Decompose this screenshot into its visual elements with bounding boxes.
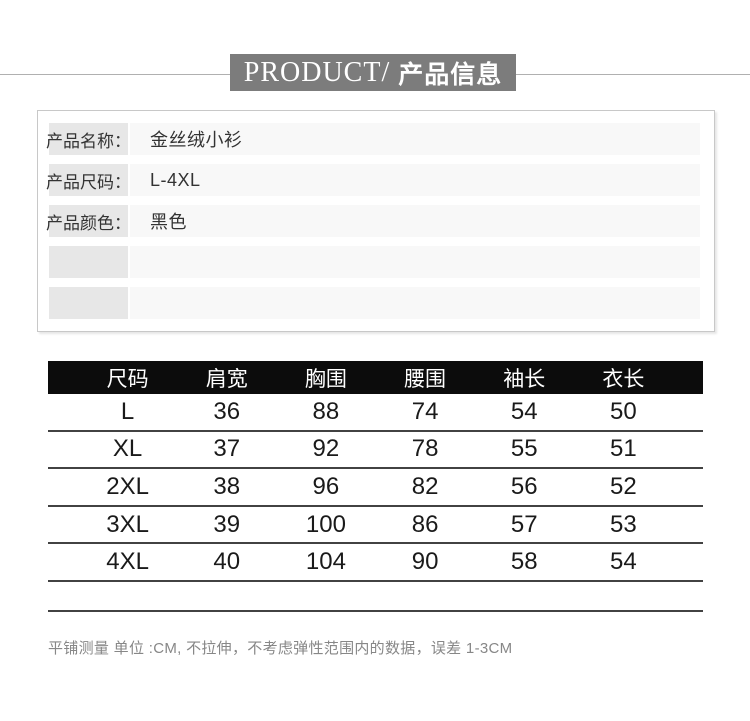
product-size-row: 产品尺码： L-4XL xyxy=(46,164,700,196)
product-size-value: L-4XL xyxy=(130,164,700,196)
size-chart-header-row: 尺码 肩宽 胸围 腰围 袖长 衣长 xyxy=(48,361,703,394)
cell-waist: 74 xyxy=(411,397,439,425)
header-title-zh: 产品信息 xyxy=(398,60,503,89)
size-chart-table: 尺码 肩宽 胸围 腰围 袖长 衣长 L 36 88 74 54 50 XL 37… xyxy=(48,361,703,612)
empty-attribute-label xyxy=(49,246,128,278)
column-header-sleeve: 袖长 xyxy=(503,367,546,391)
product-color-value: 黑色 xyxy=(130,205,700,237)
cell-bust: 104 xyxy=(305,548,346,576)
product-name-row: 产品名称： 金丝绒小衫 xyxy=(46,123,700,155)
cell-waist: 90 xyxy=(411,548,439,576)
product-name-value: 金丝绒小衫 xyxy=(130,123,700,155)
cell-length: 53 xyxy=(610,510,637,538)
cell-waist: 82 xyxy=(411,472,439,500)
cell-bust: 92 xyxy=(312,435,340,463)
empty-attribute-value xyxy=(130,246,700,278)
empty-attribute-row xyxy=(49,246,700,278)
column-header-length: 衣长 xyxy=(602,367,645,391)
table-row: L 36 88 74 54 50 xyxy=(48,394,703,432)
empty-attribute-row xyxy=(49,287,700,319)
table-row: 3XL 39 100 86 57 53 xyxy=(48,507,703,545)
table-row: 2XL 38 96 82 56 52 xyxy=(48,469,703,507)
product-size-label: 产品尺码： xyxy=(46,164,131,196)
cell-bust: 88 xyxy=(312,397,340,425)
cell-sleeve: 56 xyxy=(510,472,538,500)
empty-attribute-label xyxy=(49,287,128,319)
column-header-waist: 腰围 xyxy=(404,367,447,391)
measurement-note: 平铺测量 单位 :CM, 不拉伸，不考虑弹性范围内的数据，误差 1-3CM xyxy=(48,640,513,657)
product-name-label: 产品名称： xyxy=(46,123,131,155)
cell-shoulder: 39 xyxy=(213,510,241,538)
cell-length: 50 xyxy=(610,397,637,425)
cell-sleeve: 58 xyxy=(510,548,538,576)
cell-length: 51 xyxy=(610,435,637,463)
cell-size: 2XL xyxy=(106,472,149,500)
header-title-en: PRODUCT/ xyxy=(243,56,391,88)
table-empty-row xyxy=(48,582,703,612)
cell-bust: 96 xyxy=(312,472,340,500)
product-color-label: 产品颜色： xyxy=(46,205,131,237)
product-attributes-box: 产品名称： 金丝绒小衫 产品尺码： L-4XL 产品颜色： 黑色 xyxy=(37,110,715,332)
table-row: 4XL 40 104 90 58 54 xyxy=(48,544,703,582)
cell-bust: 100 xyxy=(305,510,346,538)
cell-size: XL xyxy=(112,435,143,463)
column-header-size: 尺码 xyxy=(106,367,149,391)
cell-sleeve: 57 xyxy=(510,510,538,538)
header-banner: PRODUCT/ 产品信息 xyxy=(230,54,516,91)
column-header-bust: 胸围 xyxy=(304,367,347,391)
cell-sleeve: 54 xyxy=(510,397,538,425)
cell-length: 54 xyxy=(610,548,637,576)
column-header-shoulder: 肩宽 xyxy=(205,367,248,391)
cell-waist: 86 xyxy=(411,510,439,538)
table-row: XL 37 92 78 55 51 xyxy=(48,432,703,470)
cell-shoulder: 37 xyxy=(213,435,241,463)
cell-size: 4XL xyxy=(106,548,149,576)
cell-shoulder: 38 xyxy=(213,472,241,500)
cell-waist: 78 xyxy=(411,435,439,463)
cell-length: 52 xyxy=(610,472,637,500)
cell-sleeve: 55 xyxy=(510,435,538,463)
cell-size: L xyxy=(120,397,135,425)
empty-attribute-value xyxy=(130,287,700,319)
cell-shoulder: 40 xyxy=(213,548,241,576)
product-color-row: 产品颜色： 黑色 xyxy=(46,205,700,237)
cell-shoulder: 36 xyxy=(213,397,241,425)
cell-size: 3XL xyxy=(106,510,149,538)
